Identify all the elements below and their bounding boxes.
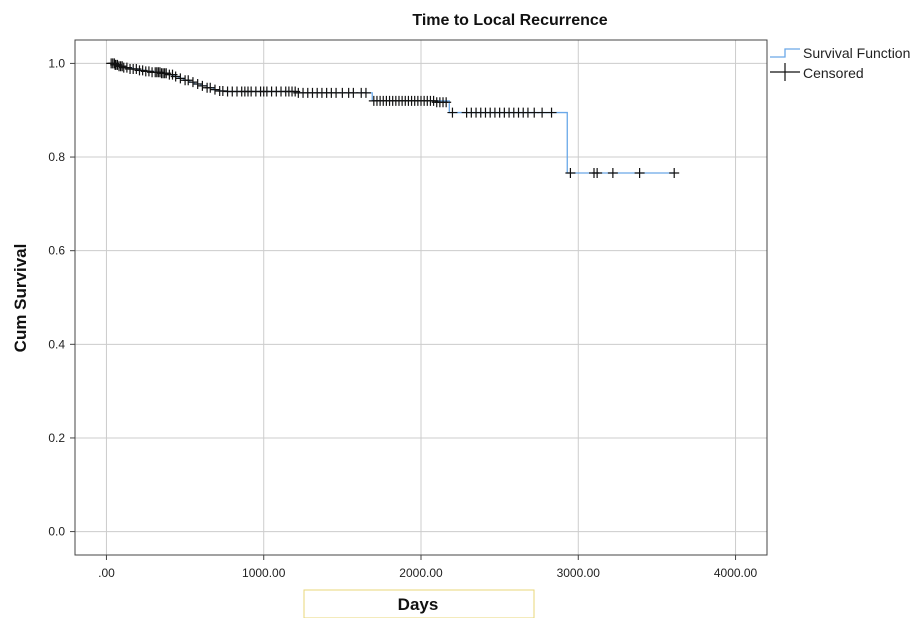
- x-tick-label: .00: [98, 566, 115, 580]
- y-tick-label: 0.8: [48, 150, 65, 164]
- censored-marker: [447, 107, 458, 118]
- censored-marker: [669, 167, 680, 178]
- censored-marker: [192, 79, 203, 90]
- y-tick-label: 0.6: [48, 244, 65, 258]
- y-tick-label: 1.0: [48, 56, 65, 70]
- censored-marker: [117, 61, 128, 72]
- censored-marker: [537, 107, 548, 118]
- censored-marker: [205, 82, 216, 93]
- x-tick-label: 1000.00: [242, 566, 286, 580]
- censored-marker: [441, 97, 452, 108]
- x-axis-title-box: [303, 589, 535, 618]
- chart-title: Time to Local Recurrence: [412, 12, 607, 29]
- legend-survival-label: Survival Function: [803, 45, 910, 61]
- censored-marker: [187, 77, 198, 88]
- censored-marker: [546, 107, 557, 118]
- survival-function-line: [111, 62, 675, 174]
- y-tick-label: 0.2: [48, 431, 65, 445]
- censored-marker: [197, 80, 208, 91]
- censored-marker: [170, 71, 181, 82]
- x-tick-label: 4000.00: [714, 566, 758, 580]
- x-axis-title: Days: [398, 595, 439, 614]
- censored-marker: [607, 167, 618, 178]
- censored-marker: [565, 167, 576, 178]
- y-axis-ticks: 0.0 0.2 0.4 0.6 0.8 1.0: [48, 56, 75, 539]
- censored-markers: [106, 58, 680, 178]
- censored-marker: [634, 167, 645, 178]
- x-tick-label: 3000.00: [557, 566, 601, 580]
- legend-censored-label: Censored: [803, 65, 864, 81]
- legend: Survival Function Censored: [770, 45, 910, 81]
- x-tick-label: 2000.00: [399, 566, 443, 580]
- x-axis-ticks: .00 1000.00 2000.00 3000.00 4000.00: [98, 555, 758, 580]
- y-tick-label: 0.0: [48, 525, 65, 539]
- y-tick-label: 0.4: [48, 337, 65, 351]
- censored-marker: [175, 73, 186, 84]
- censored-marker: [360, 87, 371, 98]
- censored-marker: [592, 167, 603, 178]
- censored-marker: [209, 84, 220, 95]
- censored-marker: [183, 75, 194, 86]
- legend-survival-swatch: [770, 48, 800, 58]
- grid-lines: [75, 40, 767, 555]
- y-axis-title: Cum Survival: [11, 244, 30, 353]
